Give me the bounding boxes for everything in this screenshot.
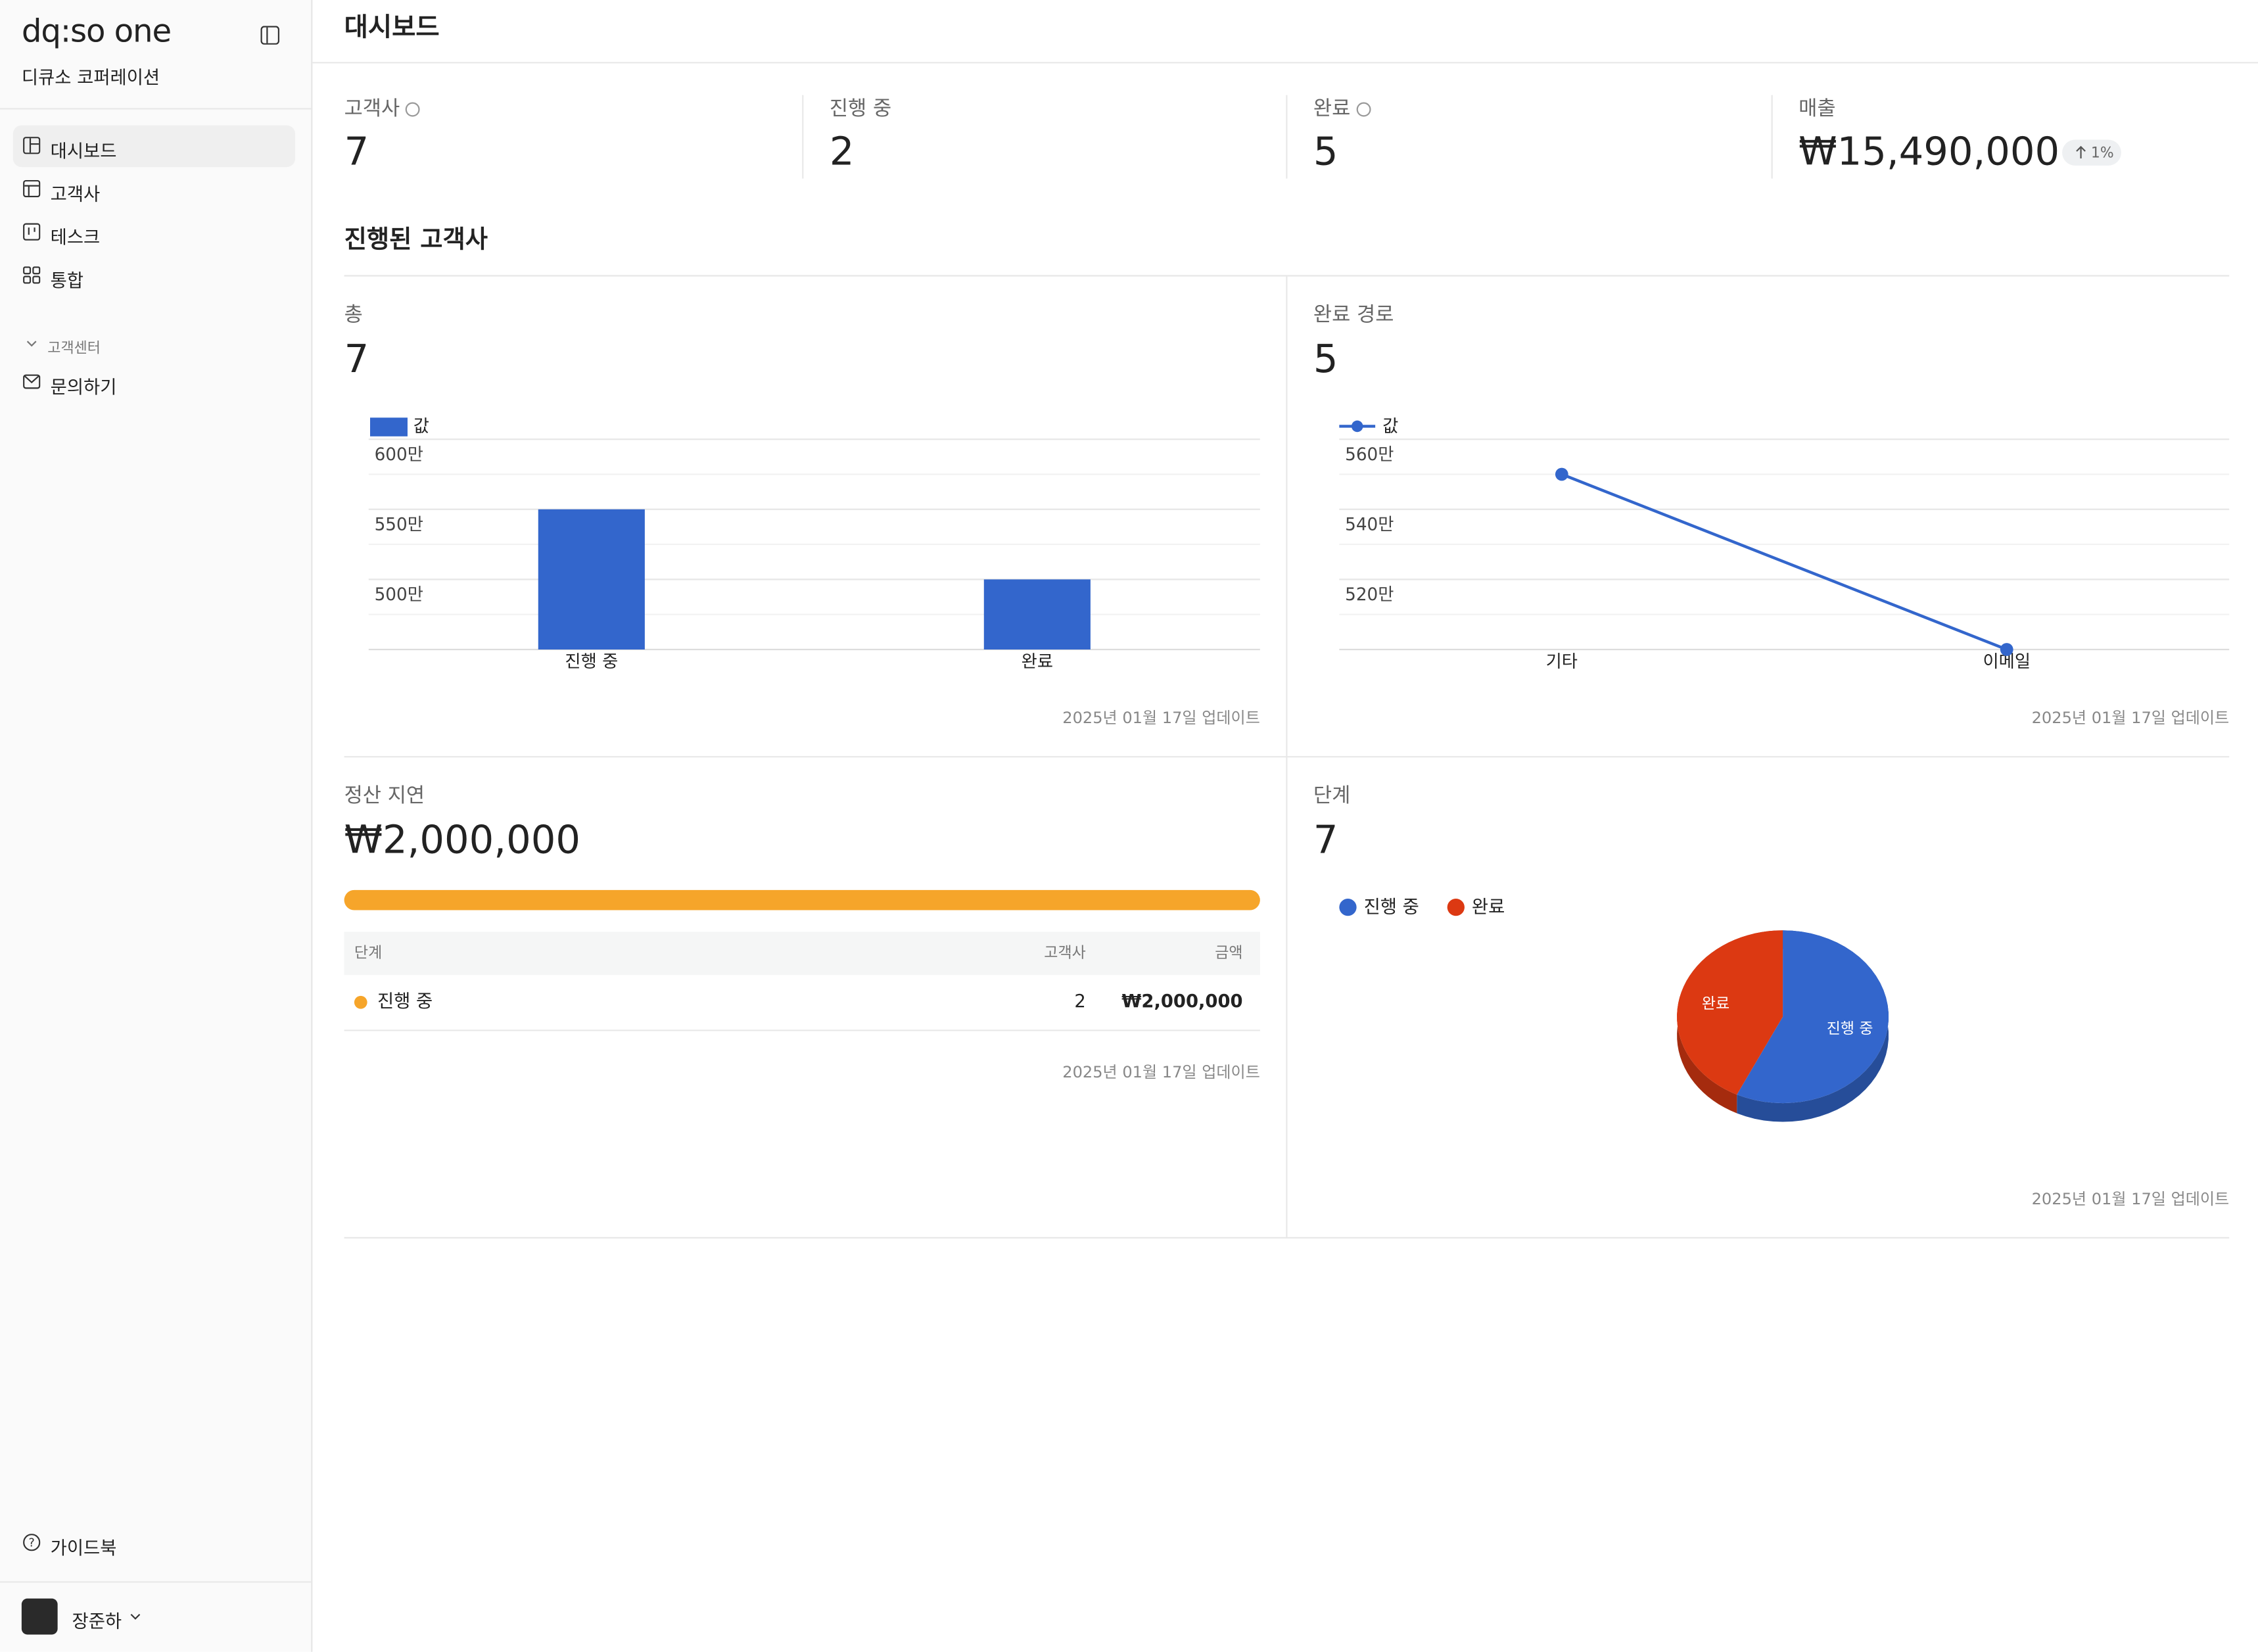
- nav-item[interactable]: 통합: [13, 255, 295, 297]
- updated-note: 2025년 01월 17일 업데이트: [1062, 1063, 1260, 1081]
- collapse-icon[interactable]: [260, 26, 279, 45]
- x-tick-label: 진행 중: [565, 652, 618, 672]
- legend-label: 완료: [1472, 897, 1505, 918]
- point: [2000, 643, 2013, 656]
- stat-label: 고객사: [344, 97, 400, 120]
- svg-text:?: ?: [29, 1536, 35, 1549]
- card-label: 정산 지연: [344, 784, 425, 807]
- card-value: 5: [1313, 336, 1338, 381]
- nav-item[interactable]: 대시보드: [12, 125, 296, 168]
- section-title: 진행된 고객사: [344, 224, 488, 253]
- updated-note: 2025년 01월 17일 업데이트: [2032, 709, 2230, 727]
- bar: [983, 579, 1091, 650]
- divider: [0, 1581, 312, 1583]
- legend-label: 진행 중: [1364, 897, 1419, 918]
- badge: [2062, 139, 2121, 166]
- stat-label: 진행 중: [830, 97, 891, 120]
- legend-marker: [1447, 898, 1465, 916]
- section-label[interactable]: 고객센터: [47, 341, 101, 358]
- stat-label: 매출: [1799, 97, 1835, 120]
- card-label: 단계: [1313, 784, 1350, 807]
- y-tick-label: 600만: [375, 445, 423, 465]
- card-value: 7: [1313, 817, 1338, 862]
- table-header: [344, 932, 1260, 976]
- point: [1555, 467, 1568, 481]
- help-icon[interactable]: [1356, 102, 1371, 117]
- card-label: 완료 경로: [1313, 303, 1394, 326]
- column-header: 고객사: [1044, 945, 1085, 962]
- chevron: [26, 341, 37, 347]
- legend-marker: [1351, 420, 1363, 433]
- pie-side: [1737, 930, 1889, 1122]
- card-label: 총: [344, 303, 363, 326]
- y-tick-label: 540만: [1345, 515, 1394, 534]
- nav-label: 대시보드: [50, 139, 117, 162]
- x-tick-label: 완료: [1022, 652, 1053, 672]
- legend-swatch: [370, 417, 408, 437]
- nav-item[interactable]: 문의하기: [13, 362, 295, 404]
- stat-value: 7: [344, 129, 369, 174]
- nav-label: 가이드북: [50, 1536, 117, 1559]
- column-header: 금액: [1215, 945, 1242, 962]
- stat-label: 완료: [1313, 97, 1350, 120]
- card-value: ₩2,000,000: [344, 817, 580, 862]
- y-tick-label: 500만: [375, 585, 423, 605]
- slice-label: 완료: [1702, 995, 1729, 1012]
- slice-label: 진행 중: [1827, 1020, 1873, 1037]
- legend-label: 값: [1382, 417, 1398, 437]
- nav-label: 문의하기: [50, 375, 117, 398]
- y-tick-label: 550만: [375, 515, 423, 534]
- stat-value: 2: [830, 129, 855, 174]
- line: [1561, 473, 2008, 651]
- progress-bar: [344, 889, 1260, 910]
- guide-link[interactable]: ? 가이드북: [13, 1522, 295, 1565]
- column-header: 단계: [354, 945, 382, 962]
- pie-slice: [1737, 930, 1889, 1104]
- user-name[interactable]: 장준하: [72, 1610, 122, 1632]
- page-title: 대시보드: [344, 12, 440, 42]
- pie-slice: [1677, 930, 1783, 1095]
- nav-item[interactable]: 테스크: [13, 212, 295, 254]
- chevron[interactable]: [129, 1613, 141, 1622]
- updated-note: 2025년 01월 17일 업데이트: [1062, 709, 1260, 727]
- stats: 고객사 진행 중 완료 매출 7 2 5 ₩15,490,000 1%: [344, 95, 2121, 179]
- y-tick-label: 520만: [1345, 585, 1394, 605]
- table-cell: 2: [1074, 991, 1085, 1012]
- table-cell: 진행 중: [377, 991, 433, 1012]
- stat-value: 5: [1313, 129, 1338, 174]
- badge-label: 1%: [2091, 145, 2114, 161]
- table-cell: ₩2,000,000: [1121, 991, 1242, 1012]
- arrow-up: [2076, 145, 2086, 158]
- legend-label: 값: [413, 417, 429, 437]
- divider: [0, 108, 312, 110]
- card-value: 7: [344, 336, 369, 381]
- help-icon[interactable]: [405, 102, 420, 117]
- nav-label: 통합: [50, 269, 84, 291]
- avatar[interactable]: [21, 1598, 58, 1635]
- nav-label: 테스크: [50, 225, 101, 248]
- x-tick-label: 기타: [1546, 652, 1578, 672]
- sidebar: dq:so one 디큐소 코퍼레이션 대시보드 고객사 테스크 통합 고객센터…: [0, 0, 313, 1652]
- logo[interactable]: dq:so one: [21, 14, 172, 51]
- updated-note: 2025년 01월 17일 업데이트: [2032, 1190, 2230, 1208]
- nav-label: 고객사: [50, 183, 101, 205]
- status-dot: [354, 995, 367, 1009]
- legend-marker: [1339, 898, 1357, 916]
- nav-item[interactable]: 고객사: [13, 168, 295, 210]
- company: 디큐소 코퍼레이션: [21, 66, 160, 88]
- bar: [538, 509, 645, 650]
- y-tick-label: 560만: [1345, 445, 1394, 465]
- stat-value: ₩15,490,000: [1799, 129, 2059, 174]
